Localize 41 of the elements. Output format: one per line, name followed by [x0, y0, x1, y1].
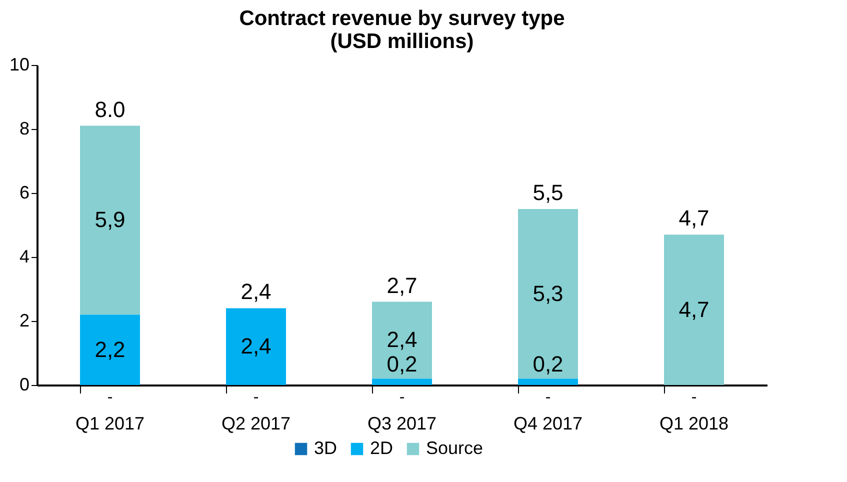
legend-label: 2D [370, 438, 394, 458]
legend-label: Source [426, 438, 484, 458]
bar [518, 209, 578, 379]
bar [372, 378, 432, 385]
x-tick-label: Q1 2018 [659, 414, 729, 434]
chart-title: Contract revenue by survey type (USD millions) [239, 7, 565, 53]
total-label: 4,7 [678, 206, 710, 231]
bar [226, 308, 286, 385]
legend-label: 3D [314, 438, 338, 458]
bar [664, 234, 724, 385]
x-tick-label: Q4 2017 [513, 414, 583, 434]
y-tick-label: 4 [19, 246, 30, 266]
total-label: 8.0 [94, 96, 126, 122]
total-label: 2,7 [386, 272, 418, 298]
y-tick-label: 10 [9, 54, 30, 74]
x-tick-label: Q2 2017 [221, 414, 291, 434]
data-label: 5,3 [532, 280, 564, 306]
y-tick-label: 0 [19, 374, 30, 394]
data-label: - [691, 389, 697, 406]
data-label: 5,9 [94, 207, 126, 232]
data-label: 0,2 [532, 352, 564, 377]
data-label: 2,2 [94, 336, 126, 362]
data-label: - [545, 389, 551, 406]
bar [372, 302, 432, 379]
y-tick-label: 2 [19, 310, 30, 330]
bar [80, 314, 140, 385]
y-tick-label: 8 [19, 118, 30, 138]
data-label: - [399, 389, 405, 406]
bar [80, 126, 140, 315]
total-label: 5,5 [532, 180, 564, 205]
data-label: - [253, 389, 259, 406]
data-label: - [107, 389, 113, 406]
data-label: 0,2 [386, 352, 418, 377]
data-label: 2,4 [386, 327, 418, 352]
x-tick-label: Q1 2017 [75, 414, 145, 434]
total-label: 2,4 [240, 279, 272, 304]
data-label: 2,4 [240, 334, 272, 359]
y-tick-label: 6 [19, 182, 30, 202]
x-tick-label: Q3 2017 [367, 414, 437, 434]
data-label: 4,7 [678, 296, 710, 322]
bar [518, 378, 578, 385]
